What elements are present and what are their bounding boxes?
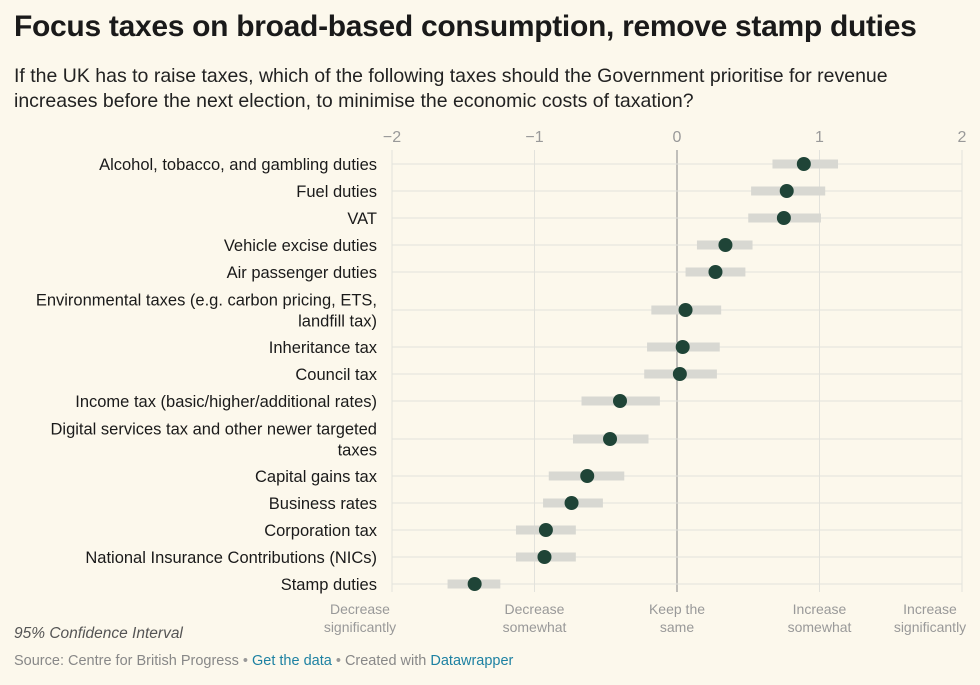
data-point	[580, 469, 595, 483]
x-tick-label: −2	[383, 129, 401, 146]
data-point	[467, 577, 482, 591]
category-label: Capital gains tax	[255, 468, 378, 486]
separator: •	[242, 653, 248, 669]
data-point	[672, 367, 687, 381]
data-point	[776, 211, 791, 225]
confidence-interval-note: 95% Confidence Interval	[14, 625, 183, 642]
dot-plot: −2 −1 0 1 2 Alcohol, tobacco, and gambling du…	[36, 129, 967, 635]
data-point	[708, 265, 723, 279]
category-label: Air passenger duties	[227, 264, 377, 282]
source-line: Source: Centre for British Progress • Ge…	[14, 653, 513, 669]
x-tick-label: 1	[815, 129, 824, 146]
category-label: VAT	[347, 210, 377, 228]
x-tick-label: 0	[673, 129, 682, 146]
scale-label: Decrease significantly	[324, 601, 396, 635]
data-point	[718, 238, 733, 252]
x-tick-label: −1	[525, 129, 543, 146]
data-point	[796, 157, 811, 171]
category-label: Corporation tax	[264, 522, 378, 540]
separator: •	[335, 653, 341, 669]
datawrapper-link[interactable]: Datawrapper	[430, 653, 514, 669]
data-point	[538, 523, 553, 537]
scale-label: Increase somewhat	[788, 601, 852, 635]
category-label: Inheritance tax	[269, 339, 378, 357]
x-tick-label: 2	[958, 129, 967, 146]
data-point	[613, 394, 627, 408]
scale-label: Decrease somewhat	[503, 601, 567, 635]
category-label: Stamp duties	[281, 576, 377, 594]
created-with-label: Created with	[344, 653, 427, 669]
category-label: Income tax (basic/higher/additional rate…	[75, 393, 377, 411]
category-label: Fuel duties	[296, 183, 377, 201]
data-point	[678, 303, 693, 317]
chart-title: Focus taxes on broad-based consumption, …	[14, 10, 917, 43]
data-point	[675, 340, 690, 354]
category-label: Environmental taxes (e.g. carbon pricing…	[36, 292, 377, 331]
data-point	[779, 184, 794, 198]
scale-label: Keep the same	[649, 601, 705, 635]
category-label: Council tax	[295, 366, 377, 384]
data-point	[537, 550, 552, 564]
category-label: Business rates	[269, 495, 377, 513]
source-label: Source: Centre for British Progress	[14, 653, 239, 669]
data-point	[603, 432, 618, 446]
data-point	[564, 496, 579, 510]
category-label: Vehicle excise duties	[224, 237, 377, 255]
get-data-link[interactable]: Get the data	[251, 653, 332, 669]
scale-label: Increase significantly	[894, 601, 966, 635]
category-label: National Insurance Contributions (NICs)	[85, 549, 377, 567]
category-label: Digital services tax and other newer tar…	[50, 421, 377, 460]
chart-subtitle: If the UK has to raise taxes, which of t…	[14, 65, 888, 112]
category-label: Alcohol, tobacco, and gambling duties	[99, 156, 377, 174]
